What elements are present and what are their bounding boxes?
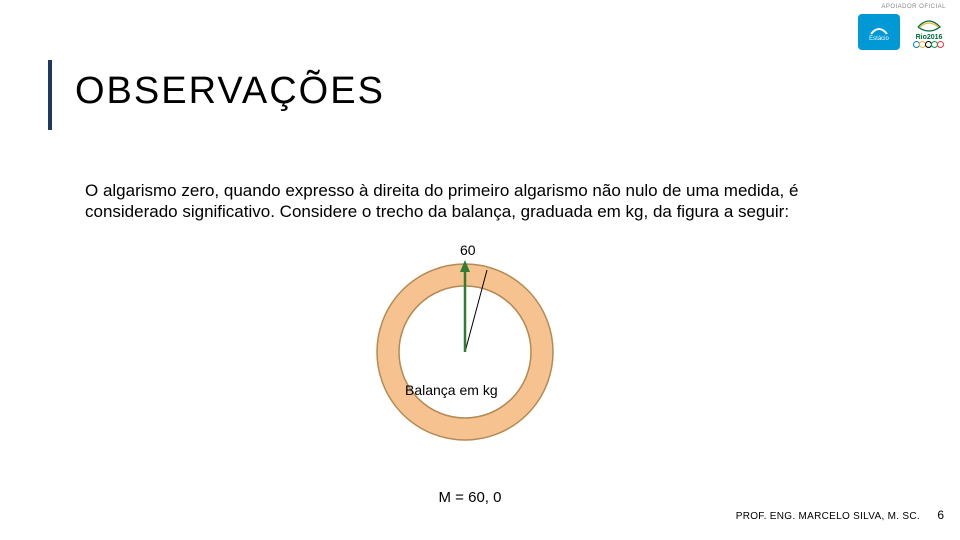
rio2016-logo-icon: Rio2016	[906, 12, 952, 52]
title-accent-bar	[48, 60, 52, 130]
slide: APOIADOR OFICIAL Estácio Rio2016 OBSERVA…	[0, 0, 960, 540]
sponsor-logos: APOIADOR OFICIAL Estácio Rio2016	[842, 4, 952, 66]
scale-dial-figure: 60 Balança em kg M = 60, 0	[365, 252, 575, 482]
sponsor-label: APOIADOR OFICIAL	[881, 4, 946, 10]
dial-caption: Balança em kg	[405, 382, 498, 398]
dial-tick-label: 60	[460, 242, 476, 258]
footer-author: PROF. ENG. MARCELO SILVA, M. SC.	[736, 511, 920, 522]
estacio-logo-icon: Estácio	[858, 14, 900, 50]
estacio-logo-text: Estácio	[869, 36, 889, 42]
rio2016-logo-text: Rio2016	[916, 34, 943, 41]
page-number: 6	[937, 508, 944, 522]
ring-icon	[937, 41, 944, 48]
body-paragraph: O algarismo zero, quando expresso à dire…	[85, 180, 865, 223]
logo-row: Estácio Rio2016	[858, 12, 952, 52]
page-title: OBSERVAÇÕES	[75, 70, 385, 113]
scale-dial-svg	[365, 252, 565, 452]
olympic-rings-icon	[914, 41, 944, 48]
measurement-result: M = 60, 0	[365, 489, 575, 506]
